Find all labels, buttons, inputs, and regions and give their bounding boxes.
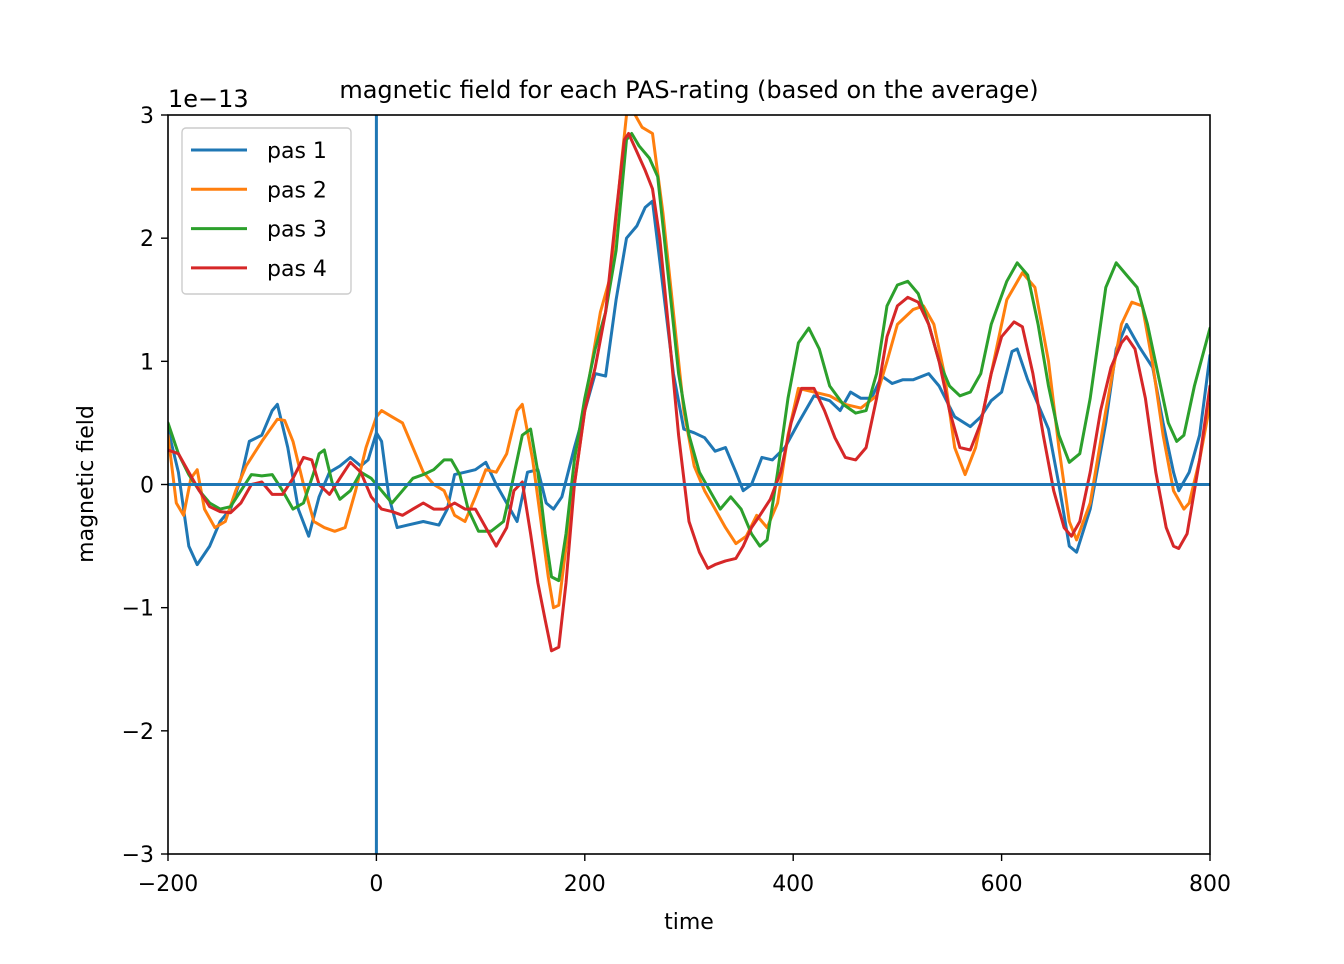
x-tick-label: 0 [369,872,383,897]
y-multiplier-label: 1e−13 [168,85,249,113]
legend-box [181,127,352,295]
x-tick-label: 600 [981,872,1023,897]
legend: pas 1 pas 2 pas 3 pas 4 [181,127,352,295]
series-line-pas-4 [168,132,1210,653]
y-tick-label: 1 [140,350,154,375]
series-line-pas-1 [168,199,1210,567]
y-tick-label: −2 [122,720,154,745]
y-tick-label: −3 [122,843,154,868]
legend-label: pas 4 [267,257,327,282]
x-tick-label: 800 [1189,872,1231,897]
y-axis-label: magnetic field [74,405,99,563]
plot-area [168,115,1210,854]
y-tick-label: 3 [140,104,154,129]
ticks-layer: −200 0 200 400 600 800 −3 −2 −1 0 1 2 3 [122,104,1231,897]
legend-label: pas 3 [267,218,327,243]
x-axis-label: time [664,910,714,935]
x-tick-label: 400 [772,872,814,897]
x-tick-label: 200 [564,872,606,897]
axes-frame [167,114,1211,855]
chart-title: magnetic field for each PAS-rating (base… [339,76,1038,104]
series-line-pas-3 [168,132,1210,583]
x-tick-label: −200 [138,872,198,897]
legend-label: pas 2 [267,178,327,203]
y-tick-label: 2 [140,227,154,252]
legend-label: pas 1 [267,139,327,164]
y-tick-label: −1 [122,597,154,622]
y-tick-label: 0 [140,474,154,499]
